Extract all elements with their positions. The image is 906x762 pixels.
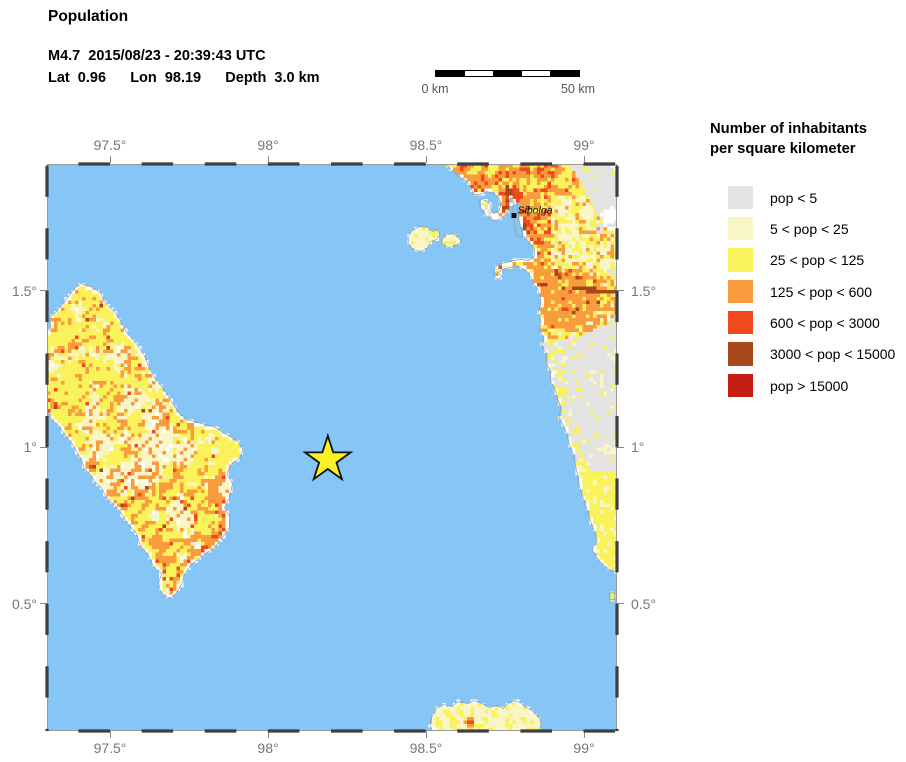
svg-text:Sibolga: Sibolga (518, 204, 553, 216)
